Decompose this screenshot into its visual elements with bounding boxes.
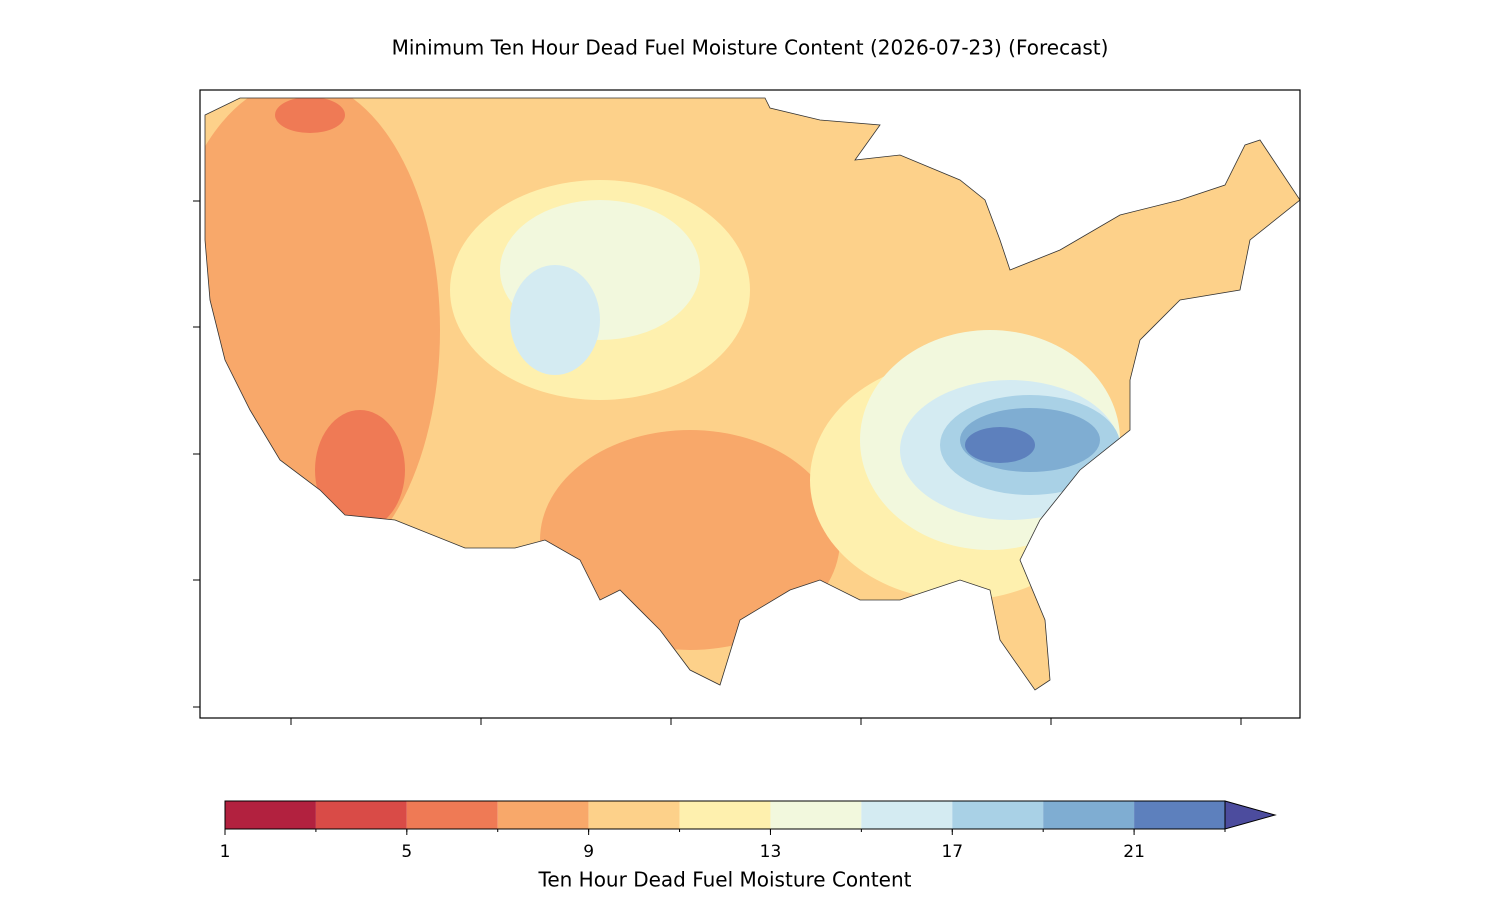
colorbar-frame bbox=[224, 800, 1226, 830]
colorbar-tick-label: 17 bbox=[941, 842, 963, 862]
colorbar-tick-label: 21 bbox=[1123, 842, 1145, 862]
colorbar-tick-label: 1 bbox=[220, 842, 231, 862]
field bbox=[965, 427, 1035, 463]
map-frame bbox=[199, 89, 1301, 719]
colorbar-segment bbox=[952, 801, 1044, 829]
axis-ticks bbox=[193, 200, 1242, 725]
colorbar-segment bbox=[406, 801, 498, 829]
colorbar-tick-label: 9 bbox=[583, 842, 594, 862]
field bbox=[205, 98, 440, 580]
colorbar-segment bbox=[679, 801, 771, 829]
colorbar-label: Ten Hour Dead Fuel Moisture Content bbox=[538, 868, 912, 892]
map-title: Minimum Ten Hour Dead Fuel Moisture Cont… bbox=[392, 36, 1109, 60]
field bbox=[540, 430, 840, 650]
colorbar: 1 5 9 13 17 21 bbox=[220, 800, 1277, 862]
colorbar-extension bbox=[1224, 800, 1277, 830]
colorbar-segment bbox=[861, 801, 953, 829]
colorbar-segment bbox=[1134, 801, 1225, 829]
colorbar-segment bbox=[315, 801, 407, 829]
colorbar-tick-label: 5 bbox=[401, 842, 412, 862]
field bbox=[510, 265, 600, 375]
map-field bbox=[205, 98, 1300, 690]
colorbar-segment bbox=[588, 801, 680, 829]
colorbar-segment bbox=[1043, 801, 1135, 829]
colorbar-segment bbox=[225, 801, 316, 829]
field bbox=[315, 410, 405, 530]
field bbox=[275, 98, 345, 133]
colorbar-segment bbox=[770, 801, 862, 829]
colorbar-tick-label: 13 bbox=[760, 842, 782, 862]
colorbar-segment bbox=[497, 801, 589, 829]
us-outline bbox=[204, 97, 1301, 691]
